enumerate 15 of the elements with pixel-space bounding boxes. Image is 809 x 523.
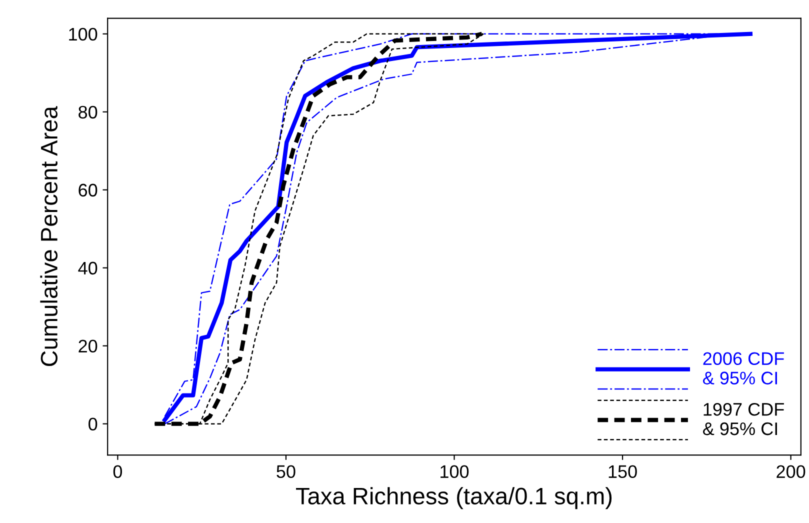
y-tick-label: 60 bbox=[78, 184, 98, 197]
y-tick-label: 0 bbox=[88, 418, 98, 431]
x-tick-label: 50 bbox=[276, 465, 296, 478]
y-tick-label: 40 bbox=[78, 262, 98, 275]
x-tick-label: 200 bbox=[776, 465, 806, 478]
y-tick-label: 80 bbox=[78, 106, 98, 119]
x-tick-label: 150 bbox=[608, 465, 637, 478]
y-tick-label: 100 bbox=[69, 28, 98, 41]
x-axis-title: Taxa Richness (taxa/0.1 sq.m) bbox=[296, 487, 612, 510]
x-tick-label: 0 bbox=[113, 465, 122, 478]
y-tick-label: 20 bbox=[78, 340, 98, 353]
text: 1997 CDF & 95% CI bbox=[703, 402, 784, 436]
text: 2006 CDF & 95% CI bbox=[703, 352, 784, 384]
y-axis-title: Cumulative Percent Area bbox=[40, 106, 58, 366]
x-tick-label: 100 bbox=[440, 465, 469, 478]
